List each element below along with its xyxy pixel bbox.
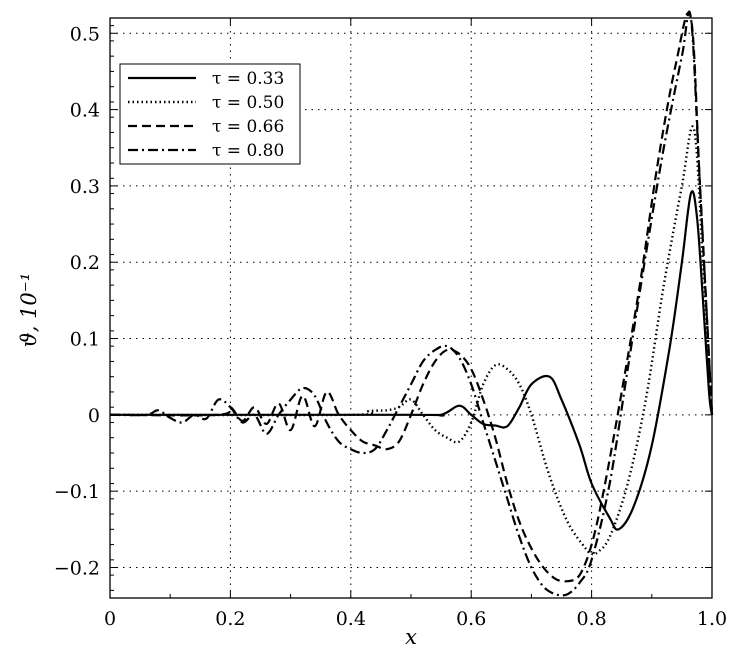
x-tick-label: 0.8 bbox=[576, 608, 606, 630]
series-line-dotted bbox=[109, 125, 714, 556]
y-tick-label: 0.4 bbox=[70, 100, 100, 122]
legend-label: τ = 0.50 bbox=[212, 93, 284, 113]
x-tick-label: 1.0 bbox=[697, 608, 727, 630]
series-line-solid bbox=[110, 190, 714, 531]
legend-box bbox=[119, 63, 301, 165]
y-tick-label: −0.1 bbox=[54, 481, 100, 503]
legend-label: τ = 0.80 bbox=[212, 141, 284, 161]
legend-label: τ = 0.66 bbox=[212, 117, 284, 137]
x-tick-label: 0.4 bbox=[336, 608, 366, 630]
y-tick-label: 0.3 bbox=[70, 176, 100, 198]
x-tick-label: 0.6 bbox=[456, 608, 486, 630]
y-axis-label: ϑ, 10⁻¹ bbox=[17, 273, 41, 348]
legend: τ = 0.33 τ = 0.50 τ = 0.66 τ = 0.80 bbox=[119, 63, 301, 165]
grid bbox=[110, 18, 712, 598]
y-tick-label: −0.2 bbox=[54, 557, 100, 579]
series-line-dashdot bbox=[109, 10, 714, 597]
x-tick-label: 0.2 bbox=[215, 608, 245, 630]
series-group bbox=[109, 10, 714, 597]
y-tick-label: 0.1 bbox=[70, 329, 100, 351]
plot-frame bbox=[109, 17, 713, 599]
y-tick-label: 0 bbox=[88, 405, 100, 427]
legend-label: τ = 0.33 bbox=[212, 69, 284, 89]
x-axis-label: x bbox=[405, 625, 417, 649]
y-tick-label: 0.2 bbox=[70, 252, 100, 274]
tick-labels: 0 0.2 0.4 0.6 0.8 1.0 −0.2 −0.1 0 0.1 0.2 0.3 0.4 0.5 bbox=[54, 23, 727, 630]
x-tick-label: 0 bbox=[104, 608, 116, 630]
y-tick-label: 0.5 bbox=[70, 23, 100, 45]
